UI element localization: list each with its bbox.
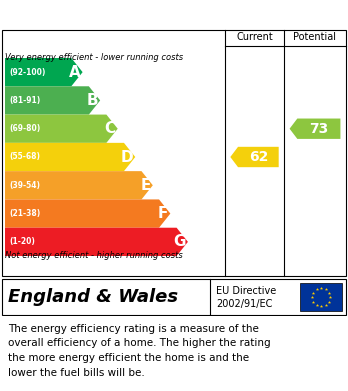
- Polygon shape: [5, 199, 171, 228]
- Text: Current: Current: [236, 32, 273, 43]
- Text: EU Directive: EU Directive: [216, 286, 276, 296]
- Bar: [300, 283, 342, 311]
- Text: (81-91): (81-91): [9, 96, 40, 105]
- Polygon shape: [5, 86, 100, 115]
- Polygon shape: [5, 143, 135, 171]
- Text: 62: 62: [249, 150, 268, 164]
- Text: 2002/91/EC: 2002/91/EC: [216, 299, 272, 309]
- Text: E: E: [141, 178, 151, 193]
- Polygon shape: [230, 147, 279, 167]
- Text: G: G: [173, 234, 186, 249]
- Text: (92-100): (92-100): [9, 68, 45, 77]
- Text: 73: 73: [309, 122, 329, 136]
- Text: overall efficiency of a home. The higher the rating: overall efficiency of a home. The higher…: [8, 339, 271, 348]
- Text: (55-68): (55-68): [9, 152, 40, 161]
- Text: Potential: Potential: [293, 32, 337, 43]
- Text: Energy Efficiency Rating: Energy Efficiency Rating: [9, 7, 219, 22]
- Text: the more energy efficient the home is and the: the more energy efficient the home is an…: [8, 353, 249, 363]
- Polygon shape: [5, 171, 153, 199]
- Text: A: A: [69, 65, 81, 80]
- Text: Very energy efficient - lower running costs: Very energy efficient - lower running co…: [5, 53, 183, 62]
- Text: (1-20): (1-20): [9, 237, 35, 246]
- Text: B: B: [87, 93, 98, 108]
- Polygon shape: [5, 228, 188, 256]
- Text: (21-38): (21-38): [9, 209, 40, 218]
- Text: F: F: [158, 206, 168, 221]
- Text: lower the fuel bills will be.: lower the fuel bills will be.: [8, 368, 145, 377]
- Polygon shape: [290, 118, 340, 139]
- Text: D: D: [121, 149, 133, 165]
- Text: England & Wales: England & Wales: [8, 288, 178, 306]
- Text: (69-80): (69-80): [9, 124, 40, 133]
- Polygon shape: [5, 115, 118, 143]
- Text: (39-54): (39-54): [9, 181, 40, 190]
- Text: The energy efficiency rating is a measure of the: The energy efficiency rating is a measur…: [8, 324, 259, 334]
- Text: C: C: [105, 121, 116, 136]
- Polygon shape: [5, 58, 82, 86]
- Text: Not energy efficient - higher running costs: Not energy efficient - higher running co…: [5, 251, 183, 260]
